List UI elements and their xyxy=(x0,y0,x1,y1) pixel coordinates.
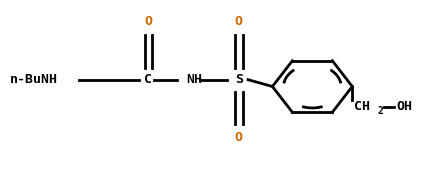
Text: S: S xyxy=(235,73,243,86)
Text: O: O xyxy=(145,15,152,28)
Text: O: O xyxy=(235,15,243,28)
Text: CH: CH xyxy=(354,101,371,113)
Text: O: O xyxy=(235,131,243,144)
Text: NH: NH xyxy=(186,73,202,86)
Text: OH: OH xyxy=(396,101,412,113)
Text: n-BuNH: n-BuNH xyxy=(10,73,58,86)
Text: 2: 2 xyxy=(377,106,383,116)
Text: C: C xyxy=(145,73,152,86)
